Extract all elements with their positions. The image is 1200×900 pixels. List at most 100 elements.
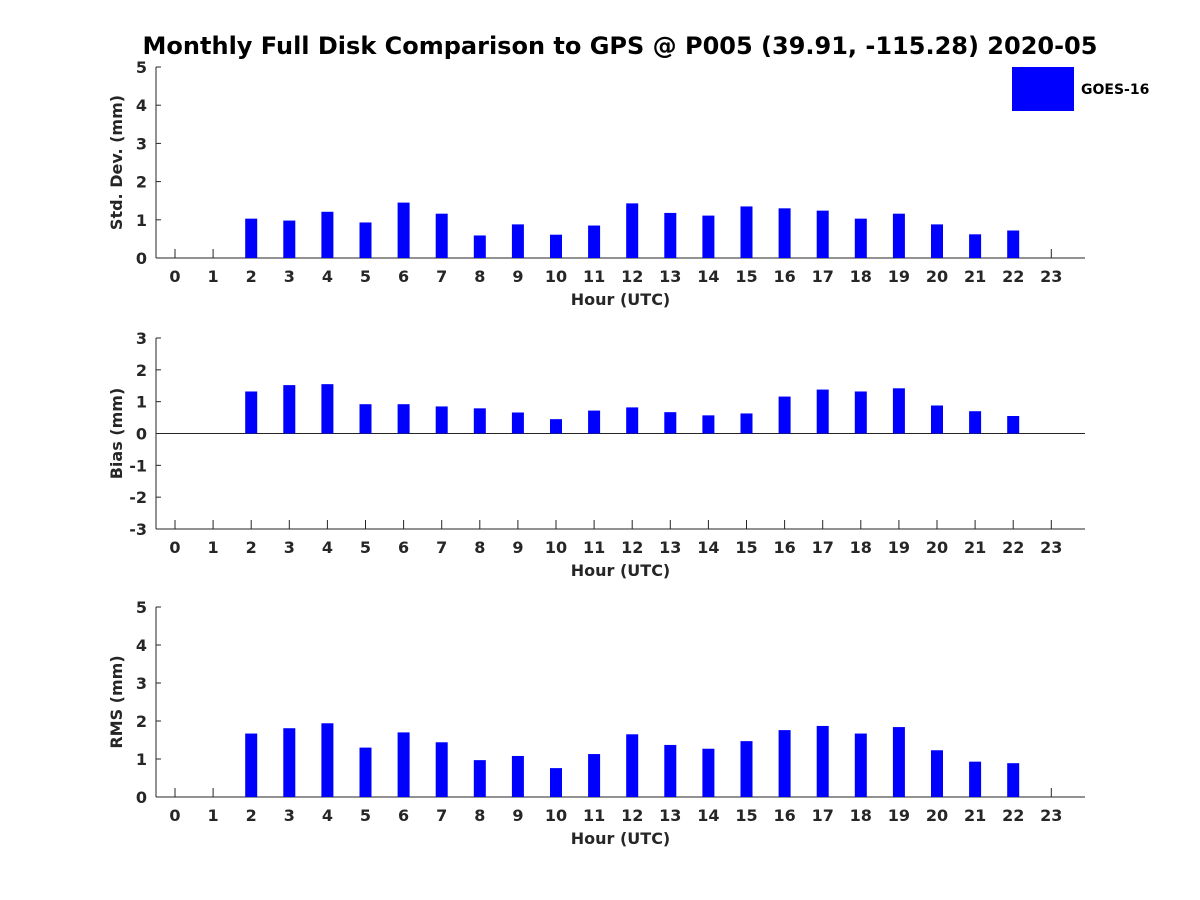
bias-bar: [1007, 415, 1020, 434]
stddev-xtick-label: 0: [169, 267, 180, 286]
bias-bar: [778, 396, 791, 434]
bias-xtick-label: 4: [322, 538, 333, 557]
bias-ytick-label: 3: [136, 329, 147, 348]
rms-xlabel: Hour (UTC): [571, 829, 671, 848]
rms-xtick-label: 23: [1040, 806, 1062, 825]
stddev-bar: [283, 220, 296, 258]
rms-xtick-label: 2: [246, 806, 257, 825]
rms-xtick-label: 15: [735, 806, 757, 825]
stddev-xtick-label: 11: [583, 267, 605, 286]
rms-bar: [283, 728, 296, 797]
rms-bar: [740, 741, 753, 797]
rms-xtick-label: 19: [888, 806, 910, 825]
rms-xtick-label: 20: [926, 806, 948, 825]
bias-xtick-label: 2: [246, 538, 257, 557]
stddev-ytick-label: 0: [136, 249, 147, 268]
rms-bar: [816, 725, 829, 797]
rms-bar: [321, 723, 334, 797]
stddev-xtick-label: 8: [474, 267, 485, 286]
rms-bar: [969, 761, 982, 797]
rms-bar: [702, 748, 715, 797]
rms-xtick-label: 3: [284, 806, 295, 825]
stddev-xtick-label: 6: [398, 267, 409, 286]
stddev-xtick-label: 4: [322, 267, 333, 286]
figure-title: Monthly Full Disk Comparison to GPS @ P0…: [143, 32, 1098, 60]
stddev-xtick-label: 12: [621, 267, 643, 286]
bias-bar: [664, 412, 677, 434]
stddev-bar: [588, 225, 601, 258]
bias-bar: [283, 385, 296, 434]
rms-xtick-label: 5: [360, 806, 371, 825]
bias-bar: [550, 419, 562, 434]
stddev-ytick-label: 3: [136, 134, 147, 153]
stddev-bar: [702, 215, 715, 258]
rms-ytick-label: 0: [136, 788, 147, 807]
bias-xtick-label: 21: [964, 538, 986, 557]
stddev-bar: [664, 212, 677, 258]
rms-bar: [892, 727, 905, 797]
bias-bar: [473, 408, 486, 434]
bias-ytick-label: -1: [129, 456, 147, 475]
bias-xtick-label: 5: [360, 538, 371, 557]
rms-bar: [397, 732, 410, 797]
rms-xtick-label: 18: [850, 806, 872, 825]
stddev-xtick-label: 9: [512, 267, 523, 286]
bias-xtick-label: 6: [398, 538, 409, 557]
stddev-xtick-label: 18: [850, 267, 872, 286]
bias-xtick-label: 16: [773, 538, 795, 557]
rms-ytick-label: 4: [136, 636, 147, 655]
rms-xtick-label: 14: [697, 806, 719, 825]
bias-bar: [854, 391, 867, 434]
rms-xtick-label: 8: [474, 806, 485, 825]
stddev-xtick-label: 3: [284, 267, 295, 286]
rms-bar: [1007, 763, 1020, 797]
rms-xtick-label: 21: [964, 806, 986, 825]
stddev-bar: [931, 224, 943, 258]
stddev-bar: [511, 224, 524, 258]
stddev-xtick-label: 7: [436, 267, 447, 286]
stddev-bar: [359, 222, 372, 258]
rms-xtick-label: 17: [812, 806, 834, 825]
stddev-ytick-label: 4: [136, 96, 147, 115]
stddev-bar: [969, 234, 982, 258]
stddev-xtick-label: 23: [1040, 267, 1062, 286]
bias-bar: [321, 384, 334, 434]
stddev-xtick-label: 17: [812, 267, 834, 286]
stddev-bar: [740, 206, 753, 258]
stddev-bar: [778, 208, 791, 258]
bias-ytick-label: -3: [129, 520, 147, 539]
bias-bar: [702, 415, 715, 434]
rms-xtick-label: 4: [322, 806, 333, 825]
rms-xtick-label: 7: [436, 806, 447, 825]
bias-bar: [740, 413, 753, 434]
bias-xtick-label: 19: [888, 538, 910, 557]
stddev-xtick-label: 5: [360, 267, 371, 286]
stddev-bar: [550, 234, 562, 258]
bias-ytick-label: 2: [136, 361, 147, 380]
stddev-xtick-label: 1: [208, 267, 219, 286]
stddev-xtick-label: 10: [545, 267, 567, 286]
bias-xtick-label: 3: [284, 538, 295, 557]
stddev-bar: [245, 218, 258, 258]
rms-bar: [588, 754, 601, 797]
rms-ytick-label: 5: [136, 598, 147, 617]
stddev-xtick-label: 14: [697, 267, 719, 286]
rms-ylabel: RMS (mm): [107, 655, 126, 748]
rms-xtick-label: 12: [621, 806, 643, 825]
stddev-bar: [321, 211, 334, 258]
rms-bar: [359, 747, 372, 797]
rms-ytick-label: 1: [136, 750, 147, 769]
bias-bar: [359, 404, 372, 434]
stddev-ytick-label: 5: [136, 58, 147, 77]
rms-xtick-label: 16: [773, 806, 795, 825]
bias-xlabel: Hour (UTC): [571, 561, 671, 580]
rms-bar: [550, 768, 562, 797]
stddev-xtick-label: 21: [964, 267, 986, 286]
bias-xtick-label: 0: [169, 538, 180, 557]
legend: GOES-16: [1012, 67, 1149, 111]
bias-ylabel: Bias (mm): [107, 388, 126, 480]
